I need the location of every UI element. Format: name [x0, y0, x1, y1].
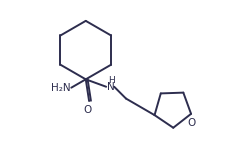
Text: H: H	[108, 76, 115, 85]
Text: N: N	[108, 82, 115, 92]
Text: H₂N: H₂N	[51, 83, 71, 93]
Text: O: O	[188, 118, 196, 128]
Text: O: O	[83, 105, 92, 115]
